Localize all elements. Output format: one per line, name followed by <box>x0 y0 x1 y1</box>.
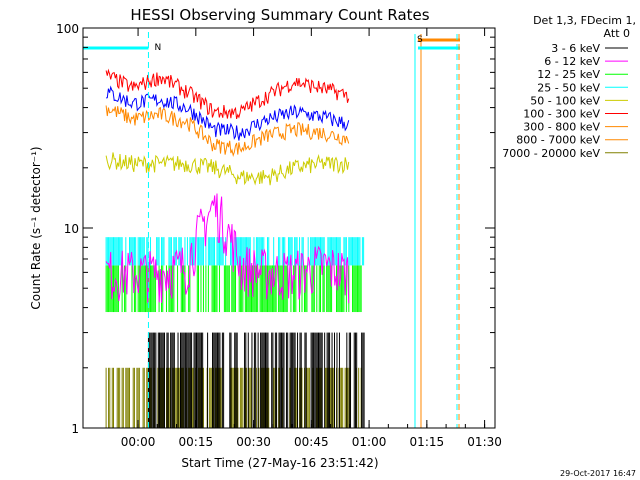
trace-300-800-kev <box>105 105 350 158</box>
x-tick-label: 00:00 <box>121 435 156 449</box>
marker-s-label: S <box>417 35 423 45</box>
marker-s: S <box>414 34 460 428</box>
markers-layer: NS <box>83 32 460 428</box>
ticks-layer: 00:00 00:15 00:30 00:45 01:00 01:15 01:30 1 10 10… <box>56 22 502 449</box>
legend-label: 3 - 6 keV <box>551 42 600 55</box>
marker-n: N <box>83 32 161 428</box>
traces-layer <box>105 68 365 428</box>
legend-label: 6 - 12 keV <box>544 55 600 68</box>
x-tick-label: 00:30 <box>236 435 271 449</box>
x-tick-label: 01:00 <box>352 435 387 449</box>
legend-label: 100 - 300 keV <box>523 108 600 121</box>
marker-n-label: N <box>154 43 161 53</box>
x-tick-label: 00:15 <box>179 435 214 449</box>
trace-6-12-kev <box>105 193 350 304</box>
legend-header-line-1: Det 1,3, FDecim 1, <box>533 14 636 27</box>
footer-timestamp: 29-Oct-2017 16:47 <box>560 469 636 478</box>
legend-label: 12 - 25 keV <box>537 68 600 81</box>
legend-label: 800 - 7000 keV <box>516 134 600 147</box>
trace-50-100-kev <box>105 152 350 186</box>
y-axis-label: Count Rate (s⁻¹ detector⁻¹) <box>29 146 43 309</box>
y-tick-label: 1 <box>71 422 79 436</box>
legend-label: 25 - 50 keV <box>537 81 600 94</box>
trace-100-300-kev <box>105 68 350 120</box>
legend-label: 7000 - 20000 keV <box>502 147 600 160</box>
x-axis-label: Start Time (27-May-16 23:51:42) <box>181 456 378 470</box>
legend-header-line-2: Att 0 <box>604 27 630 40</box>
y-tick-label: 100 <box>56 22 79 36</box>
legend-label: 300 - 800 keV <box>523 121 600 134</box>
chart-title: HESSI Observing Summary Count Rates <box>130 6 429 24</box>
trace-blue-band <box>105 85 350 141</box>
x-tick-label: 01:15 <box>410 435 445 449</box>
y-tick-label: 10 <box>64 222 79 236</box>
x-tick-label: 01:30 <box>467 435 502 449</box>
legend-label: 50 - 100 keV <box>530 94 600 107</box>
x-tick-label: 00:45 <box>294 435 329 449</box>
